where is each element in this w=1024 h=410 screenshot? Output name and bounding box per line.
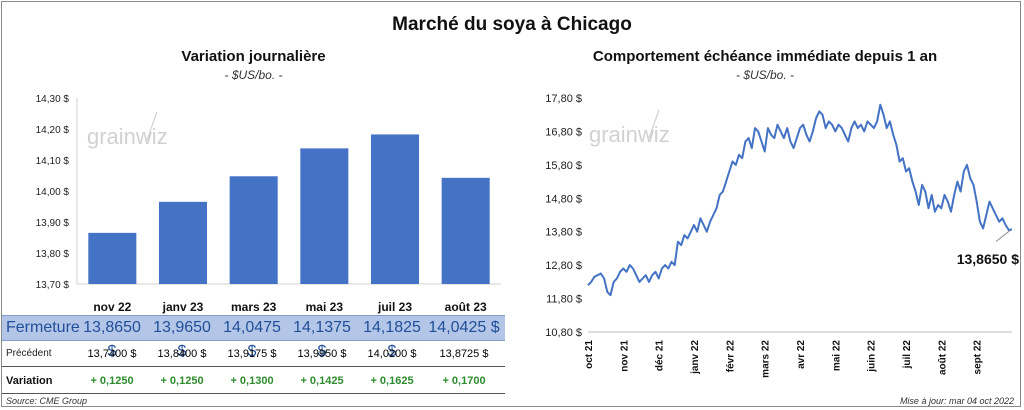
table-cell: + 0,1300 [230,375,274,387]
line-x-tick-label: oct 21 [584,340,595,369]
table-row-variation: Variation + 0,1250 + 0,1250 + 0,1300 + 0… [2,369,505,394]
line-x-tick-label: avr 22 [796,340,807,369]
bar-x-tick-label: mars 23 [231,300,277,314]
bar-x-tick-label: mai 23 [306,300,344,314]
table-cell: 13,8650 $ [83,319,141,360]
table-row-fermeture: Fermeture 13,8650 $ 13,9650 $ 14,0475 $ … [2,315,505,360]
source-note: Source: CME Group [6,396,88,406]
line-y-tick-label: 10,80 $ [545,327,582,339]
bar-x-tick-label: août 23 [445,300,487,314]
bar-chart-unit: - $US/bo. - [224,68,283,82]
bar [88,232,137,284]
line-x-tick-label: janv 22 [690,340,701,375]
line-x-tick-label: sept 22 [973,340,984,375]
table-cell: + 0,1425 [300,375,344,387]
watermark-stroke [146,111,158,141]
bar-chart-title: Variation journalière [181,48,326,65]
table-cell: + 0,1700 [442,375,486,387]
table-cell: + 0,1625 [370,375,414,387]
line-y-tick-label: 13,80 $ [545,227,582,239]
table-row-precedent: Précédent 13,7400 $ 13,8400 $ 13,9175 $ … [2,342,505,367]
bar [370,134,420,284]
line-y-tick-label: 15,80 $ [545,160,582,172]
last-value-label: 13,8650 $ [957,251,1019,267]
table-cell: + 0,1250 [160,375,204,387]
bar [441,177,490,284]
line-chart-title: Comportement échéance immédiate depuis 1… [592,48,938,65]
bar-x-tick-label: juil 23 [377,300,412,314]
line-x-tick-label: mars 22 [761,340,772,378]
bar-y-tick-label: 14,10 $ [36,156,70,167]
bar-y-tick-label: 14,20 $ [36,125,70,136]
bar-chart: 13,70 $ 13,80 $ 13,90 $ 14,00 $ 14,10 $ 14,20… [36,94,501,314]
line-x-tick-label: févr 22 [725,340,736,373]
line-x-tick-label: nov 21 [619,340,630,372]
table-cell: 13,8725 $ [439,348,489,360]
table-cell: 13,7400 $ [87,348,137,360]
bar-y-tick-label: 14,00 $ [36,187,70,198]
table-cell: 13,9175 $ [227,348,277,360]
row-label: Variation [6,375,53,387]
grainwiz-logo: grainwiz [87,111,168,149]
line-x-tick-label: déc 21 [655,340,666,372]
table-cell: 13,8400 $ [157,348,207,360]
bar [229,176,278,284]
bar-x-tick-label: janv 23 [162,300,204,314]
bar-y-tick-label: 14,30 $ [36,94,70,105]
update-note: Mise à jour: mar 04 oct 2022 [899,396,1014,406]
bar-y-tick-label: 13,90 $ [36,218,70,229]
table-cell: 13,9950 $ [297,348,347,360]
bar-y-tick-label: 13,80 $ [36,249,70,260]
series-line [587,103,1013,297]
grainwiz-logo: grainwiz [589,109,670,147]
table-cell: 14,0425 $ [428,319,500,336]
line-x-tick-label: mai 22 [831,340,842,372]
table-cell: 13,9650 $ [153,319,211,360]
line-x-tick-label: juil 22 [902,340,913,370]
table-cell: 14,1375 $ [293,319,351,360]
watermark-stroke [648,109,660,139]
table-cell: + 0,1250 [90,375,134,387]
bar-y-tick-label: 13,70 $ [36,280,70,291]
line-x-tick-label: juin 22 [867,340,878,373]
row-label: Fermeture [6,319,80,336]
row-label: Précédent [6,348,52,359]
bar [300,148,349,284]
page-title: Marché du soya à Chicago [392,14,632,35]
table-cell: 14,0200 $ [367,348,417,360]
line-y-tick-label: 14,80 $ [545,193,582,205]
line-chart: 10,80 $ 11,80 $ 12,80 $ 13,80 $ 14,80 $ 15,80… [545,93,1019,378]
callout-leader [995,230,1011,242]
bar-x-tick-label: nov 22 [93,300,131,314]
watermark-text: grainwiz [589,122,670,147]
line-y-tick-label: 12,80 $ [545,260,582,272]
table-cell: 14,0475 $ [223,319,281,360]
line-y-tick-label: 16,80 $ [545,126,582,138]
line-y-tick-label: 11,80 $ [546,294,582,306]
watermark-text: grainwiz [87,124,168,149]
bar [158,201,208,284]
line-chart-unit: - $US/bo. - [735,68,795,82]
table-cell: 14,1825 $ [363,319,421,360]
line-x-tick-label: août 22 [937,340,948,375]
line-y-tick-label: 17,80 $ [545,93,582,105]
